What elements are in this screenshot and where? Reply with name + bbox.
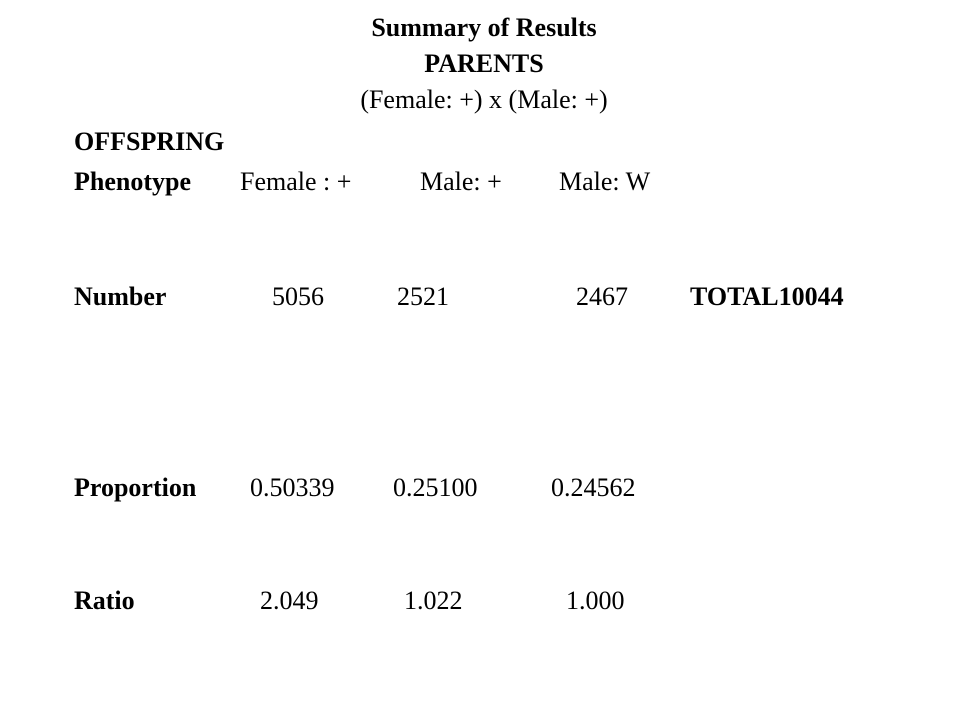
title: Summary of Results bbox=[371, 13, 597, 42]
cell: 1.022 bbox=[404, 586, 463, 615]
column-header: Female : + bbox=[240, 167, 352, 196]
cell: 2.049 bbox=[260, 586, 319, 615]
cell: 2467 bbox=[576, 282, 628, 311]
cell: 1.000 bbox=[566, 586, 625, 615]
cell: 5056 bbox=[272, 282, 324, 311]
row-label: Number bbox=[74, 282, 167, 311]
column-header: Male: + bbox=[420, 167, 502, 196]
total-label: TOTAL bbox=[690, 282, 779, 311]
row-label: Proportion bbox=[74, 473, 197, 502]
cell: 0.24562 bbox=[551, 473, 636, 502]
parents-heading: PARENTS bbox=[424, 49, 544, 78]
cell: 0.25100 bbox=[393, 473, 478, 502]
cross: (Female: +) x (Male: +) bbox=[360, 85, 608, 114]
cell: 0.50339 bbox=[250, 473, 335, 502]
row-label: Ratio bbox=[74, 586, 135, 615]
total-value: 10044 bbox=[778, 282, 844, 311]
cell: 2521 bbox=[397, 282, 449, 311]
section-heading: OFFSPRING bbox=[74, 127, 225, 156]
total: TOTAL10044 bbox=[690, 282, 844, 312]
column-header: Male: W bbox=[559, 167, 651, 196]
row-label: Phenotype bbox=[74, 167, 191, 196]
